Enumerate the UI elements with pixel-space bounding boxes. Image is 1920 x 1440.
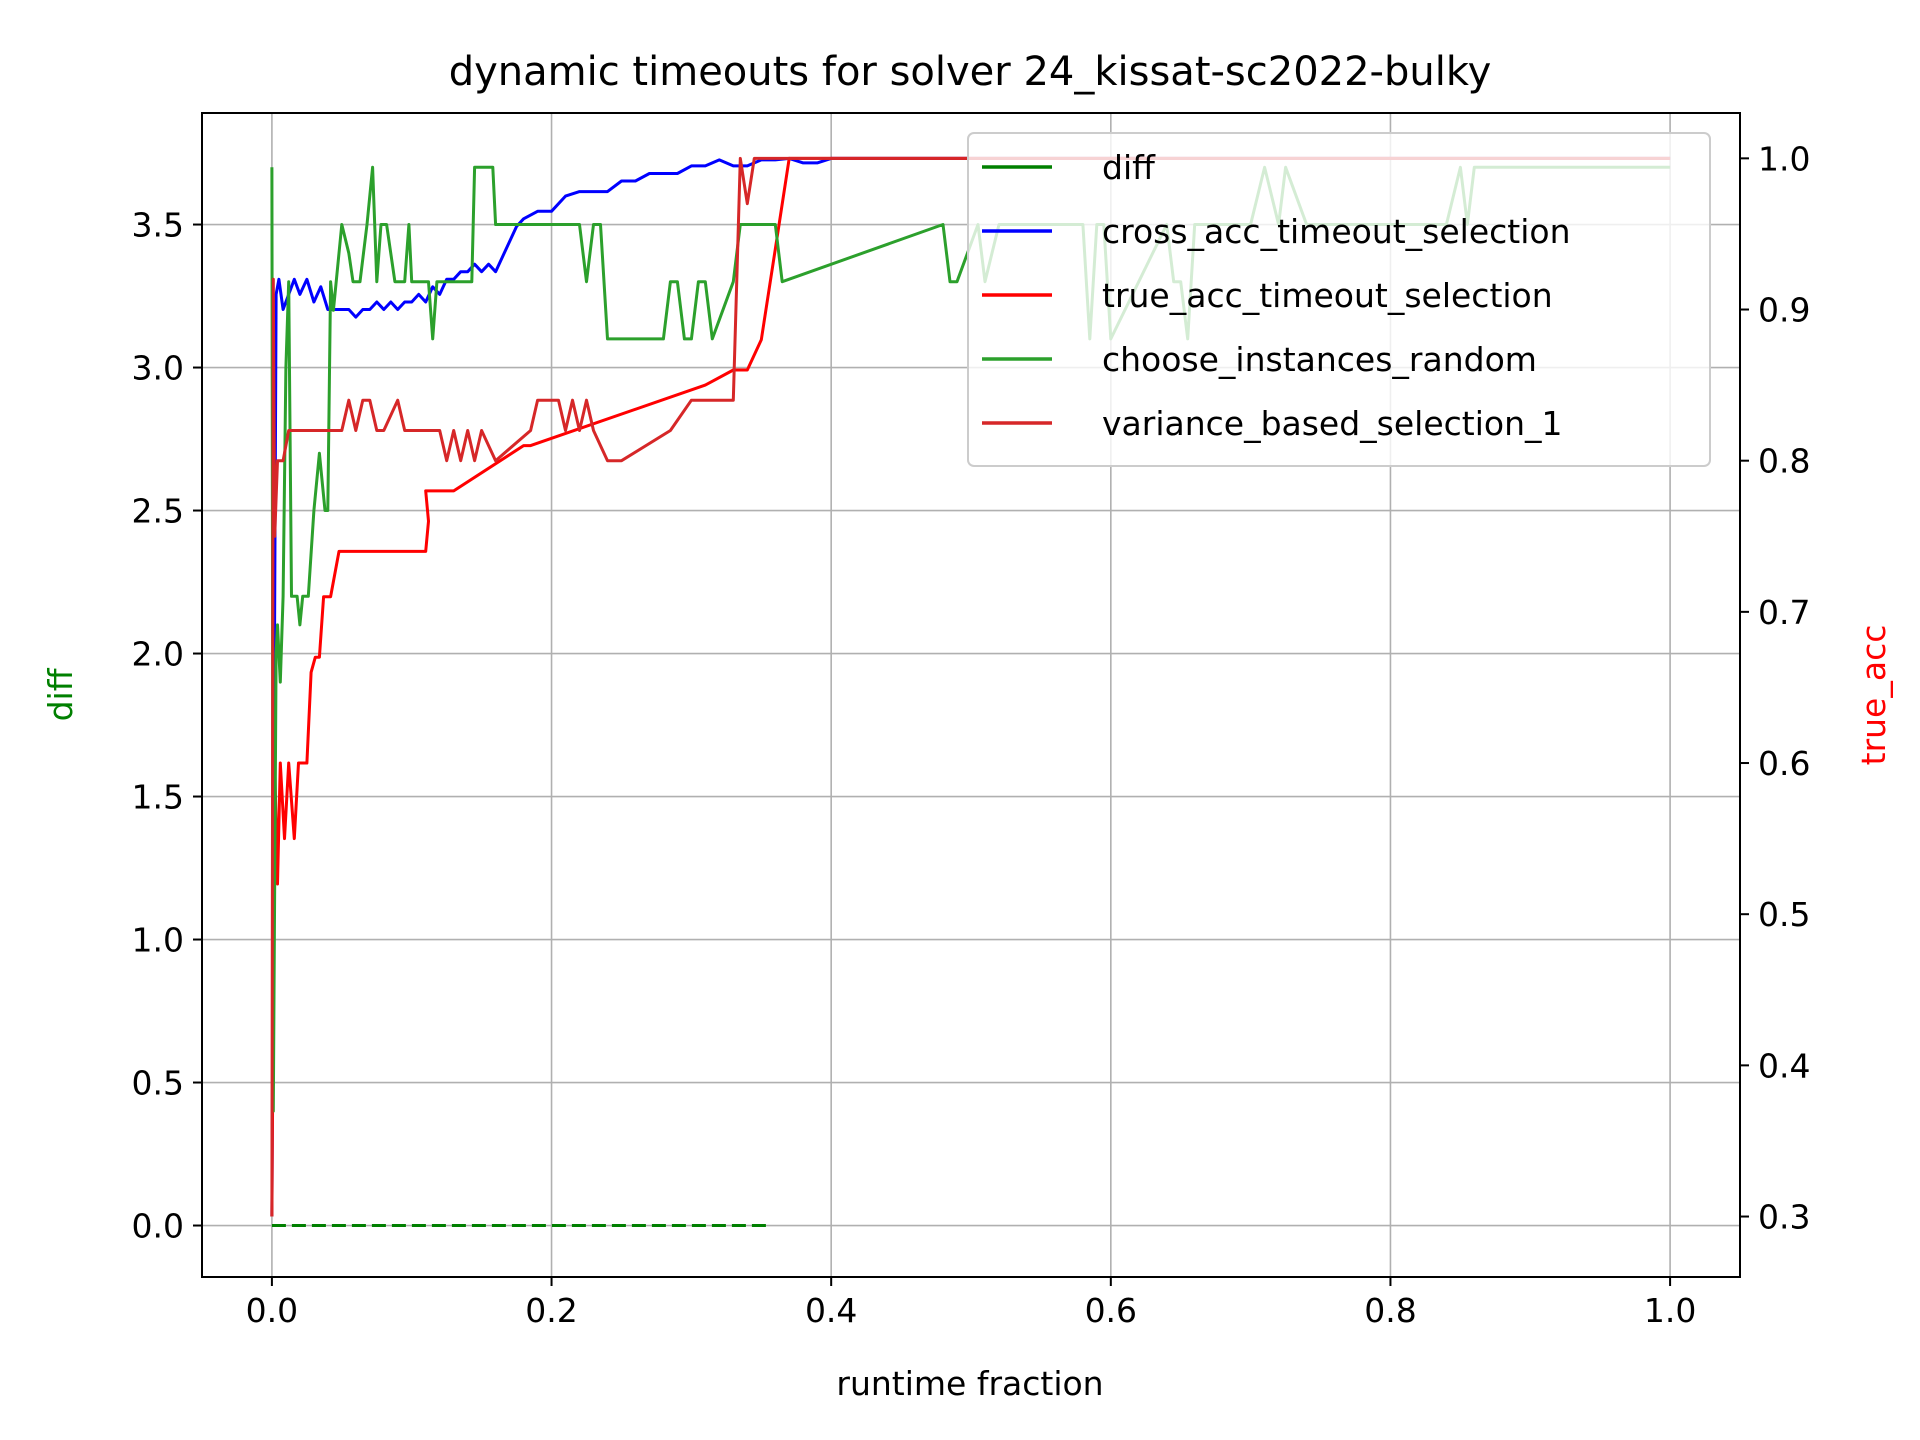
series-line-variance-based-selection-1 [270,156,1671,1217]
chart-title: dynamic timeouts for solver 24_kissat-sc… [449,49,1492,95]
plot-frame [201,112,1741,1278]
right-y-tick-label: 0.3 [1758,1198,1810,1237]
legend-label-true-acc-timeout-selection: true_acc_timeout_selection [1102,276,1553,315]
left-y-tick-label: 2.0 [132,635,184,674]
series-line-true-acc-timeout-selection [270,156,1671,1217]
x-axis-ticks: 0.0 0.2 0.4 0.6 0.8 1.0 [246,1277,1696,1330]
left-y-tick-label: 0.0 [132,1207,184,1246]
x-tick-label: 0.8 [1364,1291,1416,1330]
right-y-tick-label: 1.0 [1758,139,1810,178]
left-y-axis-ticks: 0.0 0.5 1.0 1.5 2.0 2.5 3.0 3.5 [132,206,202,1246]
right-y-tick-label: 0.9 [1758,291,1810,330]
left-y-tick-label: 1.5 [132,778,184,817]
left-y-tick-label: 3.5 [132,206,184,245]
right-y-tick-label: 0.7 [1758,593,1810,632]
legend-label-diff: diff [1102,148,1156,187]
right-y-tick-label: 0.4 [1758,1046,1810,1085]
x-tick-label: 0.2 [525,1291,577,1330]
legend: diff cross_acc_timeout_selection true_acc_… [967,132,1711,467]
x-tick-label: 1.0 [1644,1291,1696,1330]
left-y-tick-label: 1.0 [132,921,184,960]
legend-label-cross-acc-timeout-selection: cross_acc_timeout_selection [1102,212,1571,251]
legend-label-variance-based-selection-1: variance_based_selection_1 [1102,404,1563,443]
right-y-tick-label: 0.5 [1758,895,1810,934]
left-y-tick-label: 0.5 [132,1064,184,1103]
left-y-tick-label: 2.5 [132,492,184,531]
right-y-axis-label: true_acc [1854,625,1893,766]
legend-box [967,132,1711,467]
right-y-tick-label: 0.8 [1758,442,1810,481]
x-axis-label: runtime fraction [836,1364,1103,1403]
legend-label-choose-instances-random: choose_instances_random [1102,340,1537,379]
left-y-axis-label: diff [41,667,80,721]
right-y-axis-ticks: 0.3 0.4 0.5 0.6 0.7 0.8 0.9 1.0 [1740,139,1810,1237]
x-tick-label: 0.4 [805,1291,857,1330]
left-y-tick-label: 3.0 [132,349,184,388]
right-y-tick-label: 0.6 [1758,744,1810,783]
x-tick-label: 0.0 [246,1291,298,1330]
x-tick-label: 0.6 [1085,1291,1137,1330]
